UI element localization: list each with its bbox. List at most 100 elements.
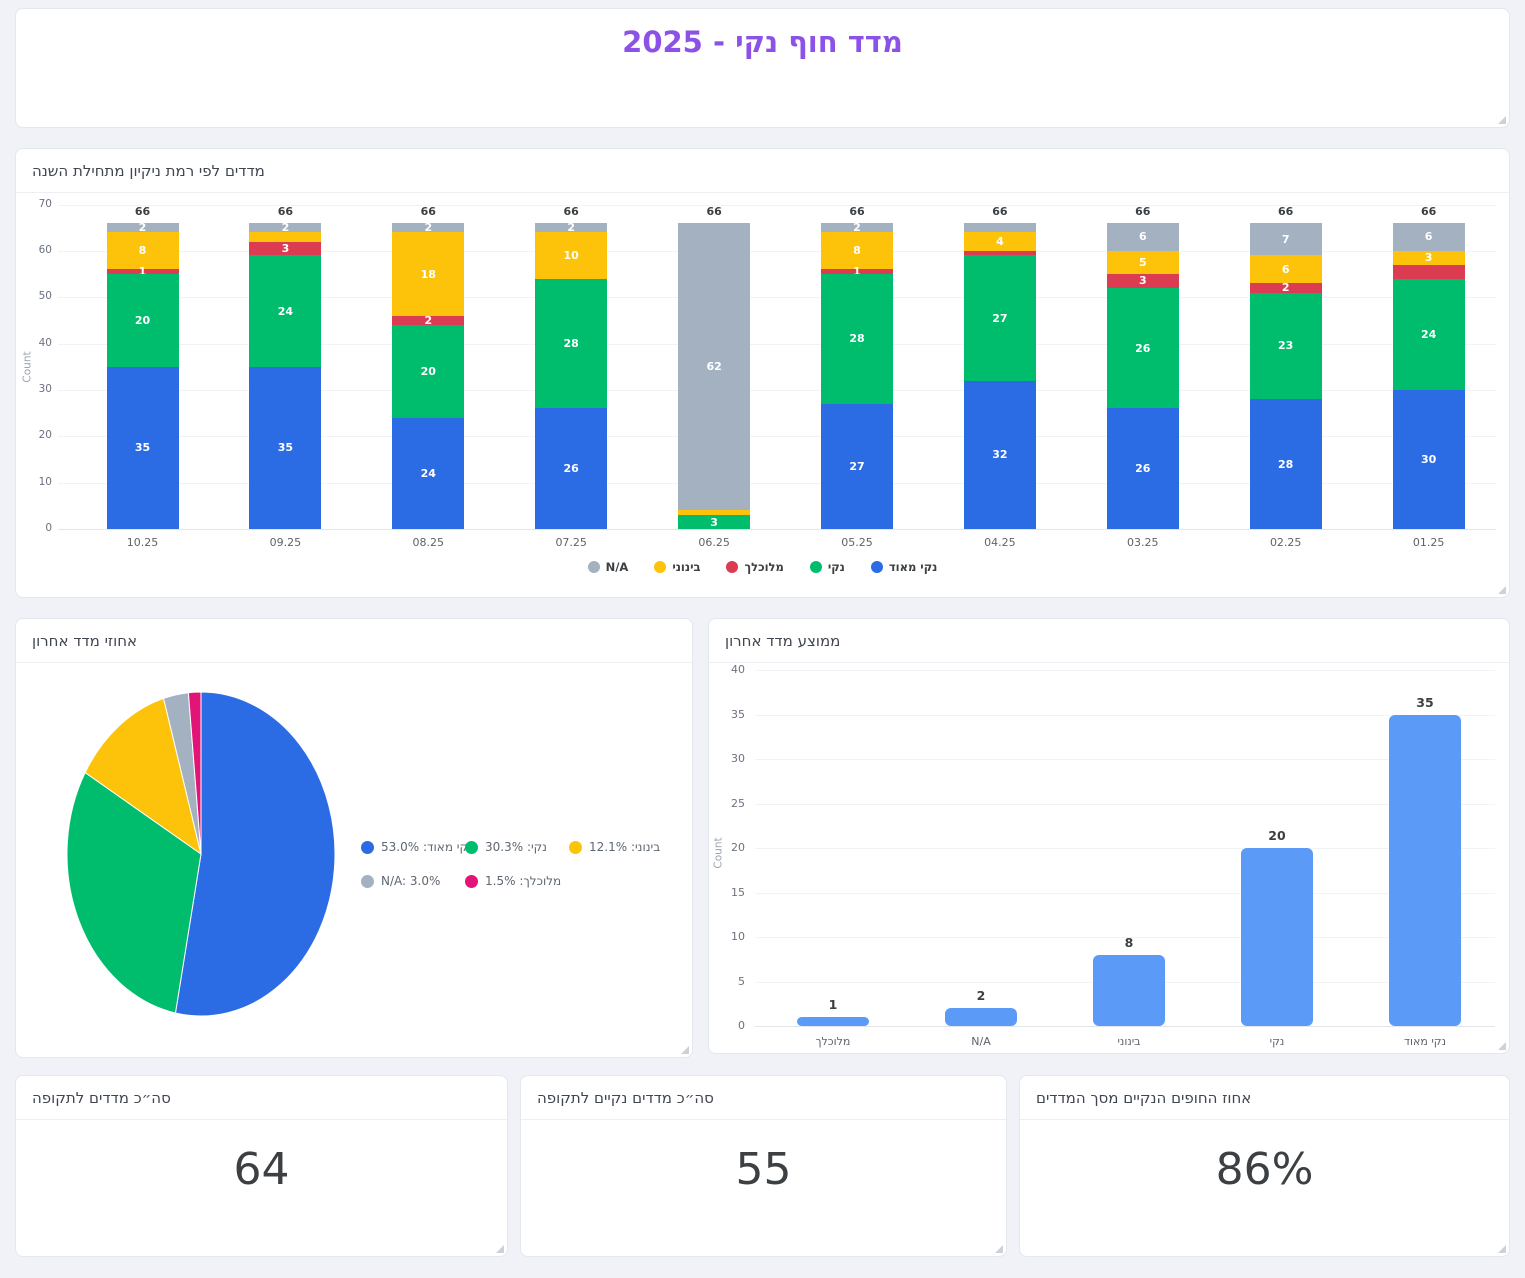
pie-slice[interactable] — [66, 771, 202, 1014]
bar-segment: 3 — [678, 515, 751, 529]
bar-segment-label: 28 — [1278, 457, 1294, 471]
bar-segment: 35 — [106, 366, 179, 529]
legend-dot — [569, 840, 582, 854]
legend-item[interactable]: N/A: 3.0% — [361, 874, 440, 888]
stacked-bar[interactable]: 4 27 32 — [963, 223, 1036, 529]
bar-segment: 26 — [535, 408, 608, 529]
bar-segment: 8 — [106, 232, 179, 270]
x-tick-label: 02.25 — [1269, 536, 1302, 549]
pie-slice[interactable] — [187, 691, 202, 855]
legend-label: בינוני — [672, 560, 701, 574]
bar-segment: 5 — [1106, 250, 1179, 275]
pie-slice[interactable] — [174, 691, 336, 1017]
legend-item[interactable]: בינוני: 12.1% — [569, 840, 660, 854]
kpi-card-clean-percentage: אחוז החופים הנקיים מסך המדדים 86% — [1019, 1075, 1510, 1257]
x-tick-label: 06.25 — [698, 536, 730, 549]
avg-bar[interactable] — [797, 1017, 869, 1026]
legend-dot — [870, 561, 883, 573]
gridline — [58, 343, 1496, 345]
avg-panel-title: ממוצע מדד אחרון — [709, 619, 1509, 663]
kpi-value: 55 — [735, 1144, 792, 1195]
resize-handle-icon[interactable] — [1498, 116, 1506, 124]
bar-segment-label: 2 — [1281, 281, 1290, 295]
avg-bar[interactable] — [1093, 954, 1165, 1026]
stacked-bar[interactable]: 7 6 2 23 28 — [1249, 223, 1322, 529]
bar-segment-label: 10 — [563, 248, 579, 262]
bar-segment-label: 24 — [1420, 327, 1437, 341]
legend-item[interactable]: מלוכלך — [726, 560, 784, 574]
resize-handle-icon[interactable] — [1498, 1042, 1506, 1050]
stacked-bar[interactable]: 2 8 1 20 35 — [106, 222, 179, 529]
legend-item[interactable]: נקי מאוד — [870, 560, 937, 574]
legend-item[interactable]: נקי מאוד: 53.0% — [361, 840, 473, 854]
bar-segment: 10 — [535, 232, 608, 279]
bar-total-label: 66 — [134, 205, 151, 219]
avg-bar[interactable] — [1389, 714, 1461, 1026]
kpi-title: אחוז החופים הנקיים מסך המדדים — [1020, 1076, 1509, 1120]
kpi-value: 64 — [233, 1144, 290, 1195]
bar-total-label: 66 — [706, 205, 722, 219]
legend-item[interactable]: מלוכלך: 1.5% — [465, 874, 561, 888]
stacked-chart-panel: מדדים לפי רמת ניקיון מתחילת השנה 0 10 20 30… — [15, 148, 1510, 598]
stacked-bar[interactable]: 2 18 2 20 24 — [392, 222, 465, 529]
x-tick-label: מלוכלך — [815, 1035, 851, 1048]
bar-segment-label: 6 — [1424, 230, 1433, 244]
bar-segment: 8 — [821, 232, 893, 270]
stacked-bar[interactable]: 62 3 — [678, 223, 751, 529]
bar-segment-label: 26 — [563, 462, 579, 476]
legend-item[interactable]: בינוני — [654, 560, 700, 574]
resize-handle-icon[interactable] — [1498, 1245, 1506, 1253]
gridline — [755, 803, 1495, 805]
resize-handle-icon[interactable] — [496, 1245, 504, 1253]
stacked-bar[interactable]: 6 5 3 26 26 — [1106, 223, 1179, 529]
stacked-bar[interactable]: 2 8 1 28 27 — [821, 222, 893, 529]
y-tick-label: 10 — [38, 475, 52, 488]
legend-item[interactable]: N/A — [587, 560, 628, 574]
avg-bar[interactable] — [945, 1008, 1017, 1026]
legend-dot — [587, 561, 600, 573]
bar-segment: 3 — [1106, 274, 1179, 288]
pie-slice[interactable] — [84, 697, 202, 856]
bar-segment-label: 35 — [277, 441, 294, 455]
bar-segment-label: 4 — [996, 235, 1004, 249]
x-tick-label: 05.25 — [841, 536, 873, 549]
bar-total-label: 66 — [1135, 205, 1151, 219]
y-tick-label: 20 — [731, 841, 745, 854]
y-tick-label: 35 — [731, 707, 745, 721]
stacked-bar[interactable]: 2 3 24 35 — [249, 222, 322, 529]
stacked-bar[interactable]: 2 10 28 26 — [535, 222, 608, 529]
pie-chart: נקי מאוד: 53.0% נקי: 30.3% בינוני: 12.1% N/… — [16, 619, 692, 1057]
legend-dot — [809, 561, 822, 573]
x-tick-label: 10.25 — [126, 536, 159, 549]
stacked-bar[interactable]: 6 3 24 30 — [1392, 223, 1465, 529]
bar-segment: 32 — [963, 380, 1036, 529]
bar-segment-label: 24 — [420, 466, 436, 480]
y-axis-title: Count — [712, 837, 725, 869]
pie-panel-title: אחוזי מדד אחרון — [16, 619, 692, 663]
gridline — [755, 1026, 1495, 1027]
legend-label: מלוכלך — [744, 560, 784, 574]
resize-handle-icon[interactable] — [1498, 586, 1506, 594]
resize-handle-icon[interactable] — [995, 1245, 1003, 1253]
bar-segment: 2 — [249, 222, 322, 233]
bar-segment: 24 — [249, 255, 322, 367]
bar-segment-label: 6 — [1138, 230, 1147, 244]
gridline — [755, 759, 1495, 760]
legend-item[interactable]: נקי: 30.3% — [465, 840, 547, 854]
bar-segment: 2 — [392, 315, 465, 326]
resize-handle-icon[interactable] — [681, 1046, 689, 1054]
bar-segment: 30 — [1392, 389, 1465, 529]
legend-item[interactable]: נקי — [809, 560, 845, 574]
dashboard-title: מדד חוף נקי - 2025 — [622, 25, 903, 59]
stacked-legend: N/A בינוני מלוכלך נקי נקי מאוד — [16, 560, 1509, 574]
kpi-value: 86% — [1215, 1144, 1314, 1195]
bar-segment-label: 8 — [853, 244, 861, 258]
y-tick-label: 30 — [38, 382, 52, 395]
gridline — [755, 937, 1495, 938]
y-tick-label: 60 — [38, 243, 52, 256]
bar-segment: 20 — [106, 274, 179, 367]
x-tick-label: 09.25 — [269, 536, 302, 549]
avg-bar[interactable] — [1241, 848, 1313, 1026]
bar-segment-label: 28 — [563, 337, 579, 351]
x-tick-label: 03.25 — [1127, 536, 1159, 549]
